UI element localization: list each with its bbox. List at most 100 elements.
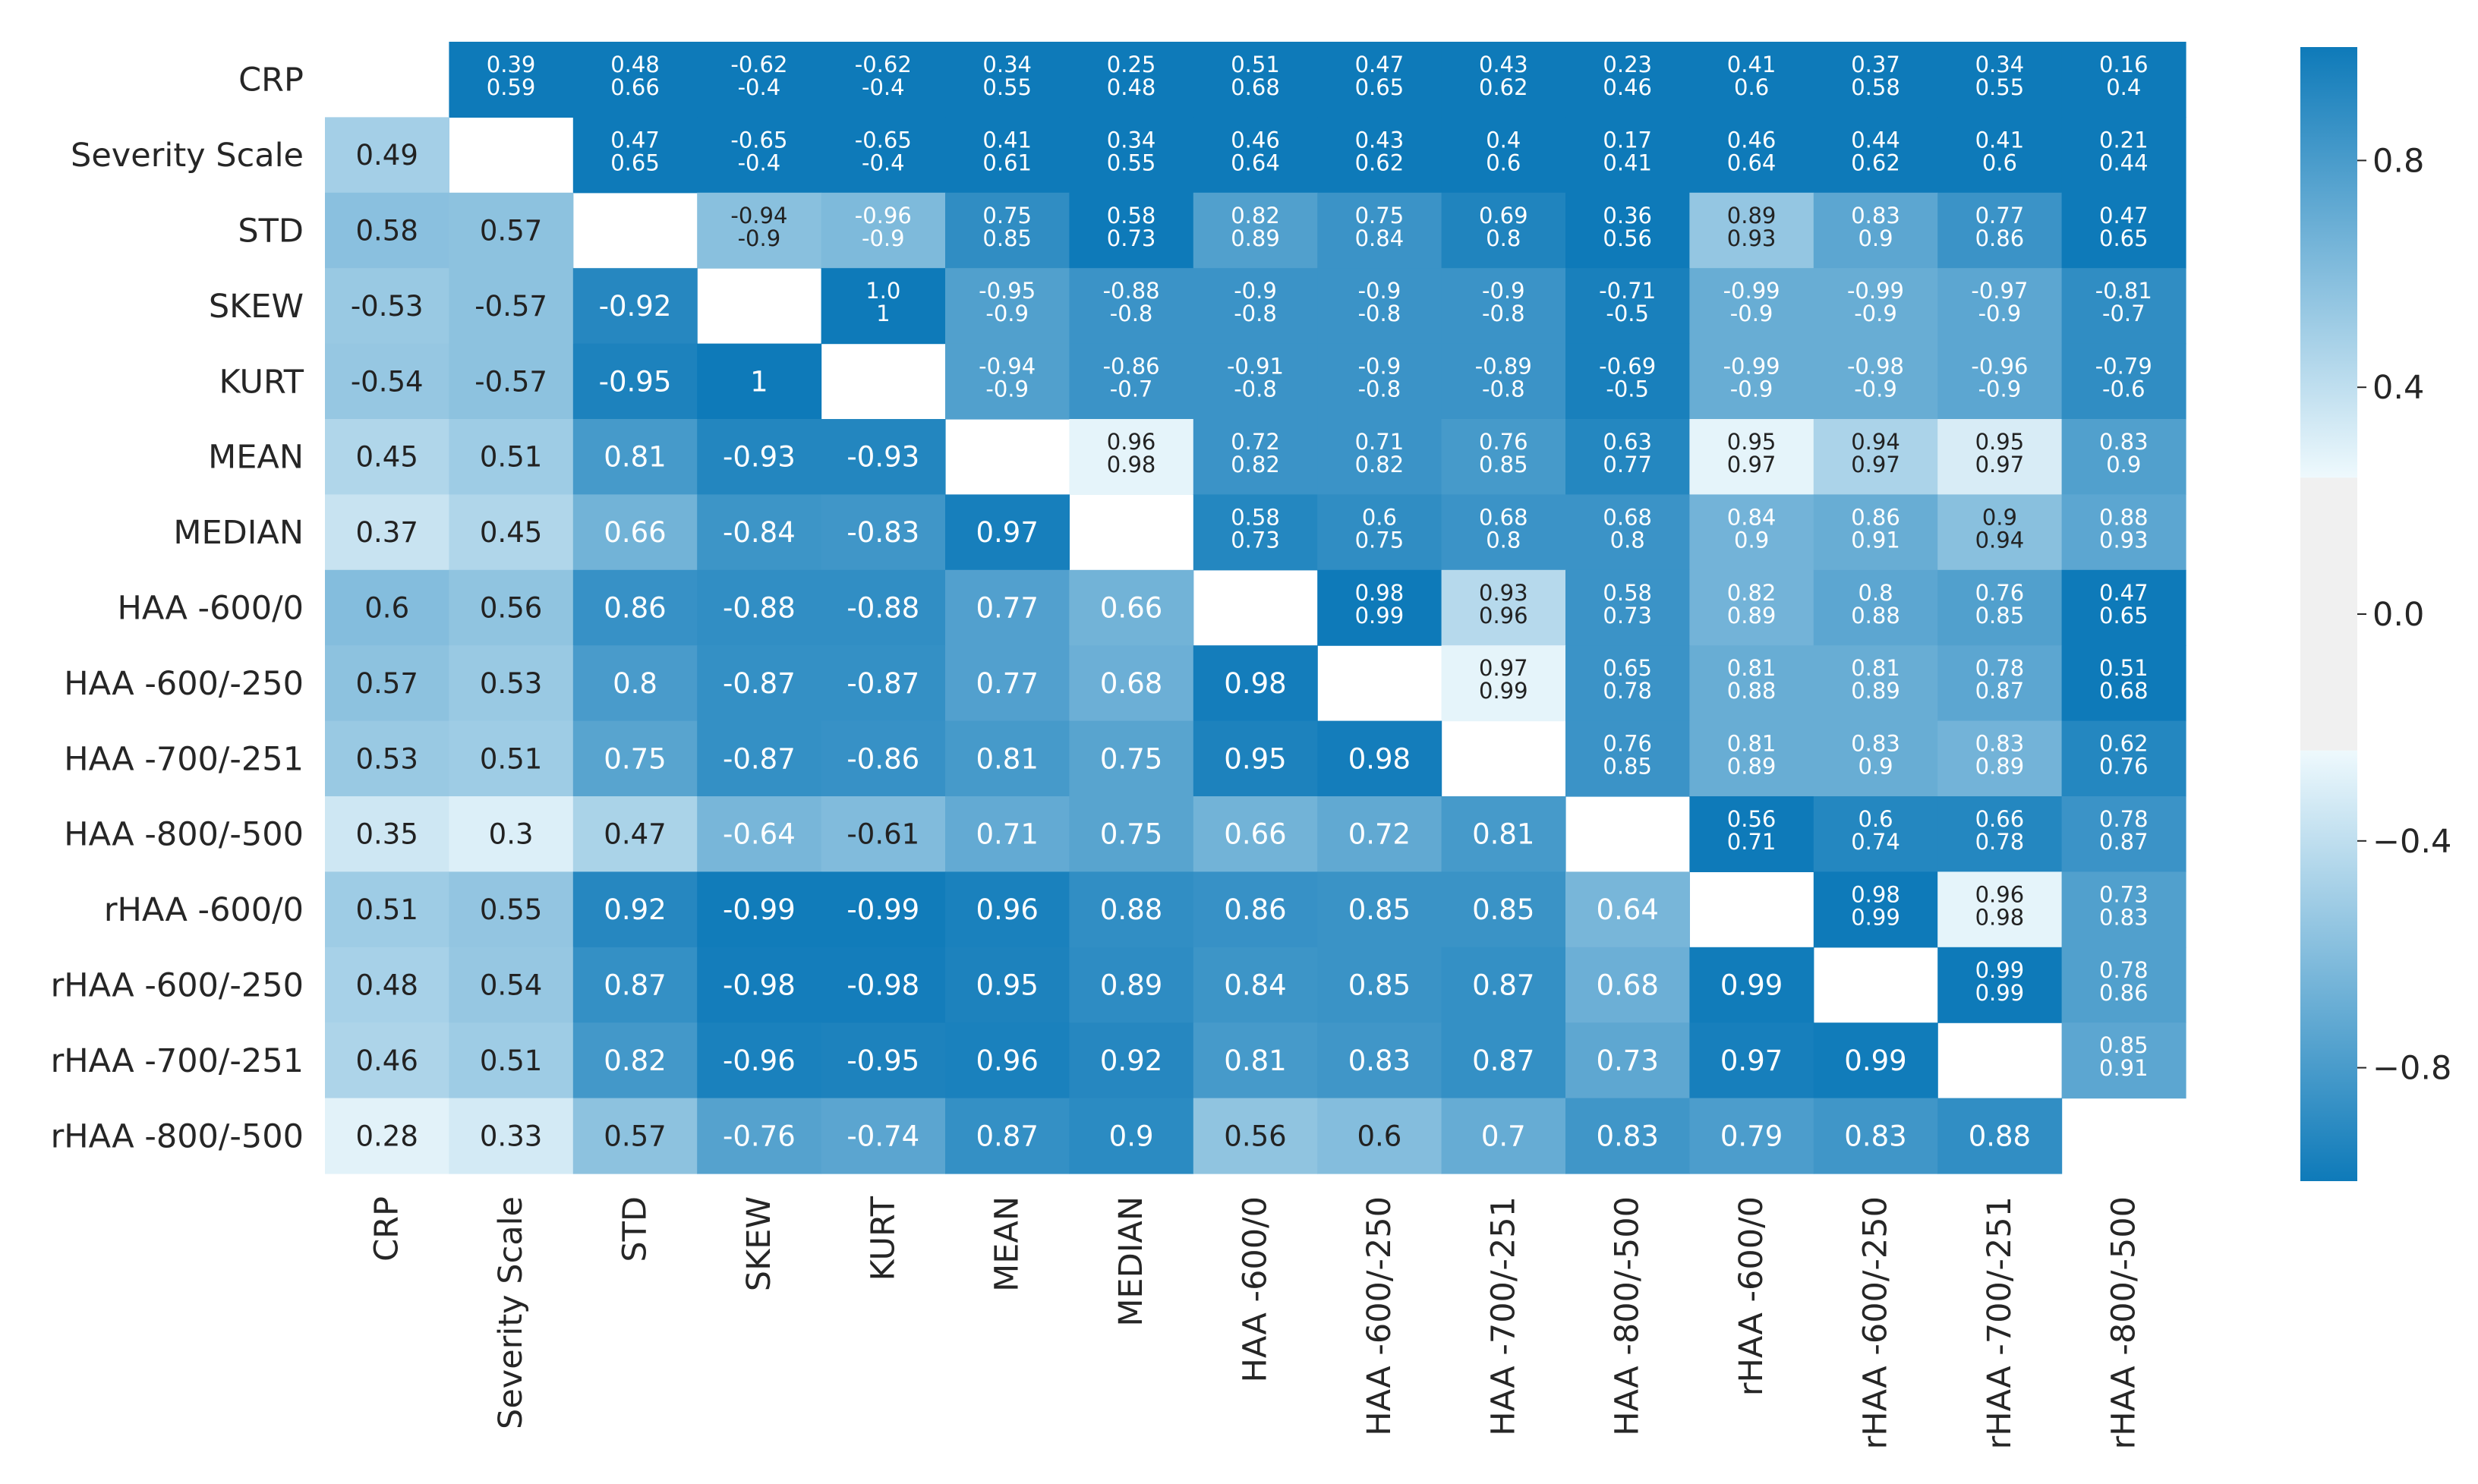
cell-median-std (572, 494, 698, 571)
colorbar-tick-label: −0.4 (2372, 823, 2451, 861)
cell-mean-crp (325, 419, 449, 495)
cell-skew-haa-700-251 (1441, 268, 1566, 345)
y-tick-label-median: MEDIAN (173, 514, 304, 552)
cell-kurt-median (1069, 343, 1194, 420)
x-tick-label-median: MEDIAN (1112, 1196, 1150, 1327)
cell-value-label-upper: 0.95 (1975, 429, 2025, 455)
cell-value-label: 0.68 (1100, 667, 1162, 700)
cell-value-label-upper: 0.41 (1975, 127, 2025, 153)
cell-haa-700-251-mean (945, 720, 1070, 797)
cell-severity-scale-haa-600-250 (1317, 117, 1442, 194)
cell-value-label-lower: 0.78 (1975, 829, 2025, 855)
y-axis-labels: CRP Severity Scale STD SKEW KURT MEAN MEDIAN HA… (51, 61, 304, 1156)
cell-value-label: 0.35 (356, 818, 418, 851)
cell-value-label-lower: 0.86 (2099, 980, 2149, 1006)
cell-median-skew (697, 494, 822, 571)
cell-mean-median (1069, 419, 1194, 495)
cell-skew-mean (945, 268, 1070, 345)
y-tick-label-severity-scale: Severity Scale (71, 137, 304, 175)
cell-value-label-lower: -0.8 (1234, 377, 1277, 402)
cell-value-label-lower: 0.75 (1355, 527, 1405, 553)
cell-value-label-lower: -0.4 (738, 150, 781, 175)
cell-value-label: 0.82 (604, 1044, 666, 1077)
cell-haa-600-250-rhaa-600-0 (1689, 645, 1814, 722)
cell-value-label: 0.86 (1224, 893, 1286, 926)
cell-value-label-upper: 0.23 (1603, 52, 1652, 77)
cell-value-label-upper: 0.82 (1727, 580, 1777, 606)
cell-haa-600-0-mean (945, 569, 1070, 646)
cell-value-label-lower: 0.93 (2099, 527, 2149, 553)
cell-haa-700-251-rhaa-600-250 (1813, 720, 1938, 797)
cell-rhaa-800-500-rhaa-600-250 (1813, 1098, 1938, 1174)
cell-skew-haa-600-0 (1193, 268, 1318, 345)
cell-value-label-lower: 0.89 (1727, 603, 1777, 629)
cell-value-label-upper: 0.69 (1479, 203, 1528, 228)
cell-value-label: 0.51 (480, 742, 542, 775)
cell-value-label-upper: 0.6 (1362, 504, 1397, 530)
x-tick-label-skew: SKEW (740, 1196, 778, 1291)
cell-value-label-upper: 0.78 (1975, 655, 2025, 681)
cell-haa-600-250-severity-scale (449, 645, 574, 722)
cell-severity-scale-kurt (821, 117, 946, 194)
cell-haa-800-500-haa-700-251 (1441, 796, 1566, 872)
cell-value-label: 0.83 (1597, 1120, 1659, 1152)
cell-value-label-lower: -0.8 (1482, 377, 1525, 402)
cell-value-label-lower: 0.99 (1851, 904, 1900, 930)
cell-value-label-upper: -0.97 (1971, 278, 2028, 304)
cell-haa-700-251-rhaa-600-0 (1689, 720, 1814, 797)
cell-value-label-lower: 0.56 (1603, 225, 1652, 251)
cell-value-label-lower: -0.5 (1606, 301, 1649, 326)
x-tick-label-rhaa-800-500: rHAA -800/-500 (2104, 1196, 2142, 1449)
cell-value-label-lower: 0.99 (1975, 980, 2025, 1006)
cell-value-label-lower: 0.76 (2099, 754, 2149, 780)
cell-value-label-lower: 0.89 (1851, 678, 1900, 704)
cell-rhaa-600-250-std (572, 947, 698, 1023)
cell-value-label-lower: -0.9 (1978, 301, 2022, 326)
cell-mean-std (572, 419, 698, 495)
cell-rhaa-800-500-haa-600-0 (1193, 1098, 1318, 1174)
cell-haa-800-500-kurt (821, 796, 946, 872)
cell-std-mean (945, 192, 1070, 269)
cell-value-label: 0.45 (480, 516, 542, 549)
y-tick-label-std: STD (238, 213, 304, 250)
cell-value-label-upper: 0.71 (1355, 429, 1405, 455)
cell-std-haa-800-500 (1565, 192, 1690, 269)
cell-haa-600-0-rhaa-600-250 (1813, 569, 1938, 646)
cell-skew-kurt (821, 268, 946, 345)
cell-haa-700-251-median (1069, 720, 1194, 797)
cell-value-label: 0.49 (356, 139, 418, 172)
cell-value-label-upper: 1.0 (865, 278, 900, 304)
cell-rhaa-600-250-haa-700-251 (1441, 947, 1566, 1023)
cell-value-label: -0.54 (351, 365, 424, 398)
cell-value-label: -0.57 (474, 365, 547, 398)
cell-value-label-upper: 0.46 (1727, 127, 1777, 153)
colorbar-gradient (2300, 47, 2357, 1181)
cell-value-label-lower: 0.8 (1610, 527, 1645, 553)
cell-value-label-lower: 0.73 (1107, 225, 1156, 251)
cell-value-label: 0.46 (356, 1044, 418, 1077)
cell-rhaa-600-0-haa-600-250 (1317, 871, 1442, 948)
cell-value-label-lower: 0.97 (1727, 452, 1777, 477)
cell-value-label: 0.66 (604, 516, 666, 549)
cell-value-label-lower: 0.89 (1727, 754, 1777, 780)
x-tick-label-mean: MEAN (988, 1196, 1026, 1292)
cell-rhaa-800-500-std (572, 1098, 698, 1174)
cell-kurt-crp (325, 343, 449, 420)
cell-haa-600-0-haa-700-251 (1441, 569, 1566, 646)
cell-severity-scale-rhaa-600-250 (1813, 117, 1938, 194)
cell-value-label-lower: 0.55 (1107, 150, 1156, 175)
colorbar-tick-label: 0.4 (2372, 369, 2424, 407)
cell-value-label-upper: 0.76 (1479, 429, 1528, 455)
cell-value-label-upper: 0.62 (2099, 731, 2149, 757)
cell-haa-700-251-skew (697, 720, 822, 797)
cell-severity-scale-haa-600-0 (1193, 117, 1318, 194)
cell-value-label-lower: 0.68 (1231, 74, 1280, 100)
cell-mean-rhaa-700-251 (1937, 419, 2063, 495)
cell-std-kurt (821, 192, 946, 269)
y-tick-label-rhaa-800-500: rHAA -800/-500 (51, 1117, 304, 1155)
cell-value-label-lower: -0.7 (2102, 301, 2145, 326)
cell-value-label-upper: 0.83 (1975, 731, 2025, 757)
cell-value-label-lower: 0.78 (1603, 678, 1652, 704)
cell-value-label-lower: 0.97 (1851, 452, 1900, 477)
x-tick-label-haa-800-500: HAA -800/-500 (1609, 1196, 1647, 1436)
